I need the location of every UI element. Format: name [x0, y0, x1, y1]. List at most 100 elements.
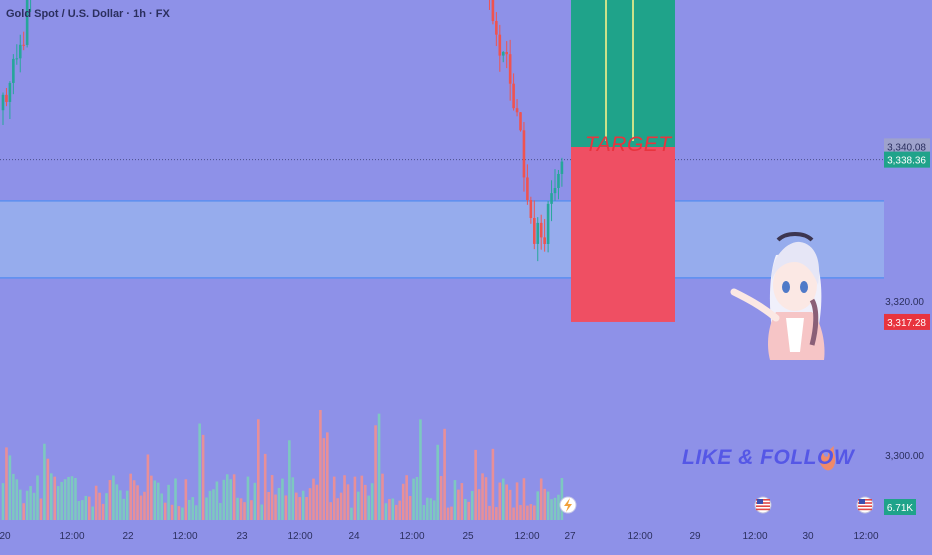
volume-bar — [222, 479, 226, 520]
time-tick-label: 20 — [0, 531, 11, 542]
candle — [515, 108, 519, 113]
volume-bar — [432, 500, 436, 520]
volume-bar — [391, 498, 395, 520]
volume-bar — [446, 507, 450, 520]
volume-bar — [194, 505, 198, 520]
candle — [8, 82, 12, 102]
lightning-icon[interactable] — [559, 496, 577, 514]
volume-bar — [384, 503, 388, 520]
volume-bar — [498, 482, 502, 520]
volume-bar — [181, 507, 184, 520]
volume-bar — [360, 475, 364, 520]
price-label: 3,340.08 — [887, 142, 926, 153]
volume-bar — [294, 492, 298, 520]
volume-bar — [132, 480, 136, 520]
volume-bar — [395, 504, 398, 520]
volume-bar — [18, 489, 22, 520]
volume-bar — [67, 476, 70, 520]
us-flag-icon[interactable] — [754, 496, 772, 514]
candle — [508, 54, 512, 84]
volume-bar — [32, 492, 36, 520]
volume-bar — [464, 498, 467, 520]
candle — [5, 94, 8, 102]
volume-bar — [146, 454, 150, 520]
time-tick-label: 12:00 — [742, 531, 767, 542]
volume-bar — [5, 447, 8, 520]
volume-bar — [419, 419, 422, 520]
volume-bar — [208, 490, 212, 520]
volume-bar — [291, 477, 295, 520]
volume-bar — [539, 478, 543, 520]
volume-bar — [8, 455, 12, 520]
volume-bar — [488, 505, 491, 520]
time-tick-label: 12:00 — [59, 531, 84, 542]
volume-bar — [401, 483, 405, 520]
volume-bar — [370, 483, 374, 520]
volume-bar — [377, 413, 381, 520]
volume-bar — [501, 478, 505, 520]
volume-bar — [439, 476, 443, 520]
candle — [519, 112, 522, 131]
candle — [539, 222, 543, 238]
us-flag-icon[interactable] — [856, 496, 874, 514]
candle — [1, 94, 5, 111]
time-tick-label: 27 — [564, 531, 576, 542]
volume-bar — [288, 440, 291, 520]
volume-bar — [546, 491, 550, 520]
volume-bar — [274, 494, 277, 520]
volume-bar — [467, 501, 471, 520]
volume-bar — [160, 493, 163, 520]
volume-bar — [205, 497, 208, 520]
candle — [12, 58, 15, 83]
volume-bar — [536, 491, 540, 520]
volume-bar — [139, 495, 143, 520]
volume-bar — [257, 419, 260, 520]
volume-bar — [353, 476, 357, 520]
volume-bar — [115, 484, 119, 520]
volume-bar — [491, 448, 495, 520]
flame-icon — [819, 446, 836, 471]
volume-bar — [250, 500, 253, 520]
candle — [25, 0, 29, 45]
candle — [505, 51, 508, 55]
volume-bar — [253, 482, 257, 520]
candle — [557, 173, 560, 188]
volume-bar — [550, 499, 553, 520]
volume-bar — [243, 502, 246, 520]
volume-bar — [167, 484, 170, 520]
volume-bar — [388, 499, 391, 520]
volume-bar — [63, 479, 67, 520]
volume-bar — [326, 432, 329, 520]
volume-bar — [484, 477, 488, 520]
volume-bar — [515, 482, 519, 520]
volume-bar — [74, 477, 77, 520]
volume-bar — [201, 434, 205, 520]
volume-bar — [495, 507, 498, 520]
candle — [522, 130, 526, 178]
volume-bar — [422, 505, 426, 520]
volume-bar — [174, 478, 177, 520]
candle — [529, 200, 533, 218]
price-tick-label: 3,300.00 — [885, 451, 924, 462]
volume-bar — [170, 504, 174, 520]
volume-bar — [560, 478, 564, 520]
price-label-box — [884, 138, 930, 155]
volume-bar — [153, 480, 157, 520]
time-tick-label: 12:00 — [853, 531, 878, 542]
volume-bar — [270, 475, 274, 520]
volume-bar — [77, 501, 81, 520]
price-axis: 3,440.003,420.003,400.003,380.003,360.00… — [884, 138, 930, 515]
symbol-title[interactable]: Gold Spot / U.S. Dollar · 1h · FX — [6, 8, 170, 20]
volume-bar — [474, 449, 477, 520]
volume-bar — [112, 475, 115, 520]
volume-bar — [212, 489, 215, 520]
zones — [0, 159, 884, 279]
volume-bar — [281, 478, 284, 520]
volume-bar — [239, 498, 243, 520]
candle — [15, 58, 19, 60]
price-label-box — [884, 151, 930, 168]
volume-bar — [225, 474, 229, 520]
volume-bar — [191, 497, 195, 520]
